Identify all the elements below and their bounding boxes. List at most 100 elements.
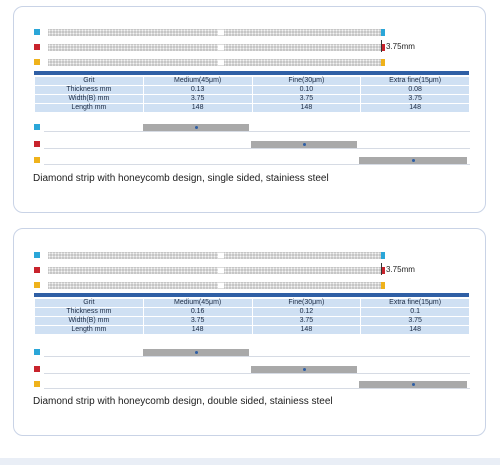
strip-gap xyxy=(218,29,224,36)
strip-fine xyxy=(34,42,394,54)
cyan-color-marker xyxy=(34,349,40,355)
dot xyxy=(302,368,306,371)
row-label: Length mm xyxy=(35,326,143,334)
strip-extra-fine-side xyxy=(34,156,470,165)
table-header-row: Grit Medium(45μm) Fine(30μm) Extra fine(… xyxy=(35,299,469,307)
cell: 3.75 xyxy=(252,317,361,325)
table-row: Length mm 148 148 148 xyxy=(35,326,469,334)
table-row: Length mm 148 148 148 xyxy=(35,104,469,112)
product-caption: Diamond strip with honeycomb design, sin… xyxy=(33,173,329,184)
cell: 0.08 xyxy=(361,86,469,94)
dimension-label: 3.75mm xyxy=(386,42,415,51)
strip-extra-fine-side xyxy=(34,380,470,389)
red-color-marker xyxy=(34,44,40,50)
strip-right-section xyxy=(224,59,381,66)
dot xyxy=(411,383,415,386)
yellow-color-marker xyxy=(34,59,40,65)
dot xyxy=(411,159,415,162)
table-row: Thickness mm 0.16 0.12 0.1 xyxy=(35,308,469,316)
guide-line xyxy=(44,164,470,165)
guide-line xyxy=(44,388,470,389)
yellow-color-marker xyxy=(34,157,40,163)
dot xyxy=(302,143,306,146)
strip-right-section xyxy=(224,282,381,289)
cell: 148 xyxy=(361,326,469,334)
dimension-line xyxy=(381,263,382,275)
extra-fine-strip-bar xyxy=(359,157,467,164)
cell: 148 xyxy=(143,326,252,334)
header-fine: Fine(30μm) xyxy=(252,77,361,85)
strip-medium xyxy=(34,27,394,39)
row-label: Thickness mm xyxy=(35,308,143,316)
yellow-color-marker xyxy=(34,282,40,288)
cell: 3.75 xyxy=(252,95,361,103)
dot xyxy=(194,126,198,129)
strip-fine-side xyxy=(34,140,470,149)
strip-medium-side xyxy=(34,123,470,132)
cell: 0.16 xyxy=(143,308,252,316)
header-medium: Medium(45μm) xyxy=(143,299,252,307)
header-medium: Medium(45μm) xyxy=(143,77,252,85)
row-label: Thickness mm xyxy=(35,86,143,94)
header-grit: Grit xyxy=(35,299,143,307)
strip-gap xyxy=(218,267,224,274)
specs-table: Grit Medium(45μm) Fine(30μm) Extra fine(… xyxy=(34,298,470,335)
cell: 3.75 xyxy=(143,317,252,325)
cell: 0.13 xyxy=(143,86,252,94)
row-label: Width(B) mm xyxy=(35,95,143,103)
strip-gap xyxy=(218,44,224,51)
header-divider xyxy=(34,293,469,297)
strip-fine-side xyxy=(34,365,470,374)
medium-strip-bar xyxy=(143,124,249,131)
header-extra-fine: Extra fine(15μm) xyxy=(361,299,469,307)
table-header-row: Grit Medium(45μm) Fine(30μm) Extra fine(… xyxy=(35,77,469,85)
strip-extra-fine xyxy=(34,57,394,69)
cyan-color-marker xyxy=(34,124,40,130)
strip-left-section xyxy=(48,44,218,51)
strip-left-section xyxy=(48,267,218,274)
yellow-color-marker xyxy=(34,381,40,387)
dimension-label: 3.75mm xyxy=(386,265,415,274)
product-panel-double-sided: 3.75mm Grit Medium(45μm) Fine(30μm) Extr… xyxy=(13,228,486,436)
cell: 3.75 xyxy=(361,95,469,103)
red-color-marker xyxy=(34,366,40,372)
extra-fine-strip-bar xyxy=(359,381,467,388)
strip-right-section xyxy=(224,252,381,259)
strip-medium xyxy=(34,250,394,262)
cell: 148 xyxy=(143,104,252,112)
strip-left-section xyxy=(48,29,218,36)
strip-extra-fine xyxy=(34,280,394,292)
cyan-color-marker xyxy=(34,252,40,258)
strip-gap xyxy=(218,252,224,259)
cell: 148 xyxy=(361,104,469,112)
strip-end-cap xyxy=(381,29,385,36)
dot xyxy=(194,351,198,354)
medium-strip-bar xyxy=(143,349,249,356)
fine-strip-bar xyxy=(251,366,357,373)
table-row: Width(B) mm 3.75 3.75 3.75 xyxy=(35,95,469,103)
table-row: Width(B) mm 3.75 3.75 3.75 xyxy=(35,317,469,325)
strip-left-section xyxy=(48,282,218,289)
cell: 148 xyxy=(252,104,361,112)
fine-strip-bar xyxy=(251,141,357,148)
guide-line xyxy=(44,373,470,374)
strip-end-cap xyxy=(381,267,385,274)
strip-end-cap xyxy=(381,252,385,259)
strip-end-cap xyxy=(381,282,385,289)
strip-right-section xyxy=(224,29,381,36)
cell: 3.75 xyxy=(361,317,469,325)
cell: 0.1 xyxy=(361,308,469,316)
cell: 0.12 xyxy=(252,308,361,316)
strip-gap xyxy=(218,59,224,66)
strip-medium-side xyxy=(34,348,470,357)
dimension-line xyxy=(381,40,382,52)
strip-left-section xyxy=(48,59,218,66)
header-extra-fine: Extra fine(15μm) xyxy=(361,77,469,85)
cell: 3.75 xyxy=(143,95,252,103)
row-label: Width(B) mm xyxy=(35,317,143,325)
strip-gap xyxy=(218,282,224,289)
strip-end-cap xyxy=(381,44,385,51)
strip-left-section xyxy=(48,252,218,259)
guide-line xyxy=(44,356,470,357)
guide-line xyxy=(44,148,470,149)
